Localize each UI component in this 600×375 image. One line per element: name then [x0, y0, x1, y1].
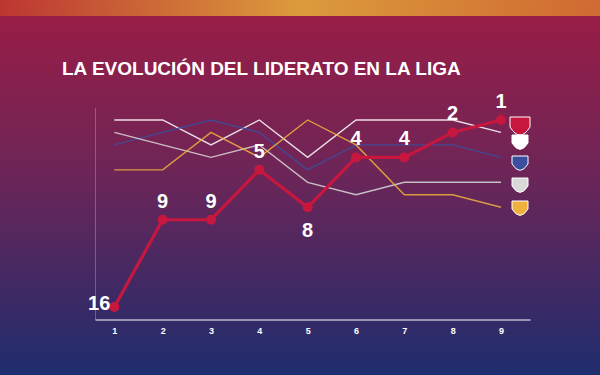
series-marker: [448, 127, 458, 137]
y-axis-line: [95, 108, 96, 320]
y-axis: [95, 108, 96, 320]
x-tick-label: 2: [161, 326, 166, 336]
crest-icons: [510, 117, 530, 215]
series-line: [114, 132, 501, 194]
x-tick-label: 5: [306, 326, 311, 336]
x-tick: 2: [161, 320, 166, 336]
series-line: [114, 120, 501, 307]
data-label: 16: [88, 292, 110, 314]
top-band: [0, 0, 600, 16]
x-axis-line: [96, 320, 531, 321]
x-tick: 4: [257, 320, 262, 336]
crest-icon: [512, 156, 528, 170]
x-tick: 5: [306, 320, 311, 336]
crest-icon: [512, 135, 528, 149]
x-tick-label: 3: [209, 326, 214, 336]
data-label: 4: [399, 127, 411, 149]
series-line: [114, 120, 501, 207]
series-marker: [254, 165, 264, 175]
x-tick: 9: [499, 320, 504, 336]
data-label: 9: [205, 190, 216, 212]
x-tick: 1: [112, 320, 117, 336]
x-tick-label: 6: [354, 326, 359, 336]
data-label: 2: [447, 102, 458, 124]
data-label: 9: [157, 190, 168, 212]
crest-icon: [512, 178, 528, 192]
x-axis: 1 2 3 4 5 6 7 8 9: [96, 320, 531, 336]
background: [0, 0, 600, 375]
series-marker: [399, 152, 409, 162]
plot-area: [109, 115, 506, 312]
title: LA EVOLUCIÓN DEL LIDERATO EN LA LIGA: [62, 58, 461, 79]
x-tick-label: 8: [451, 326, 456, 336]
data-label: 4: [350, 127, 362, 149]
x-tick-label: 7: [402, 326, 407, 336]
series-marker: [109, 302, 119, 312]
series-marker: [158, 215, 168, 225]
data-labels: 16 9 9 5 8 4 4 2 1: [88, 90, 506, 314]
data-label: 5: [254, 140, 265, 162]
x-tick-label: 9: [499, 326, 504, 336]
data-label: 1: [495, 90, 506, 112]
x-tick: 6: [354, 320, 359, 336]
series-marker: [206, 215, 216, 225]
series-marker: [496, 115, 506, 125]
x-tick: 7: [402, 320, 407, 336]
crest-icon: [512, 201, 528, 215]
x-tick-label: 4: [257, 326, 262, 336]
x-tick: 8: [451, 320, 456, 336]
crest-icon: [510, 117, 530, 135]
series-marker: [303, 202, 313, 212]
x-tick: 3: [209, 320, 214, 336]
data-label: 8: [302, 219, 313, 241]
chart: LA EVOLUCIÓN DEL LIDERATO EN LA LIGA 1 2 3 4…: [0, 0, 600, 375]
series-marker: [351, 152, 361, 162]
x-tick-label: 1: [112, 326, 117, 336]
